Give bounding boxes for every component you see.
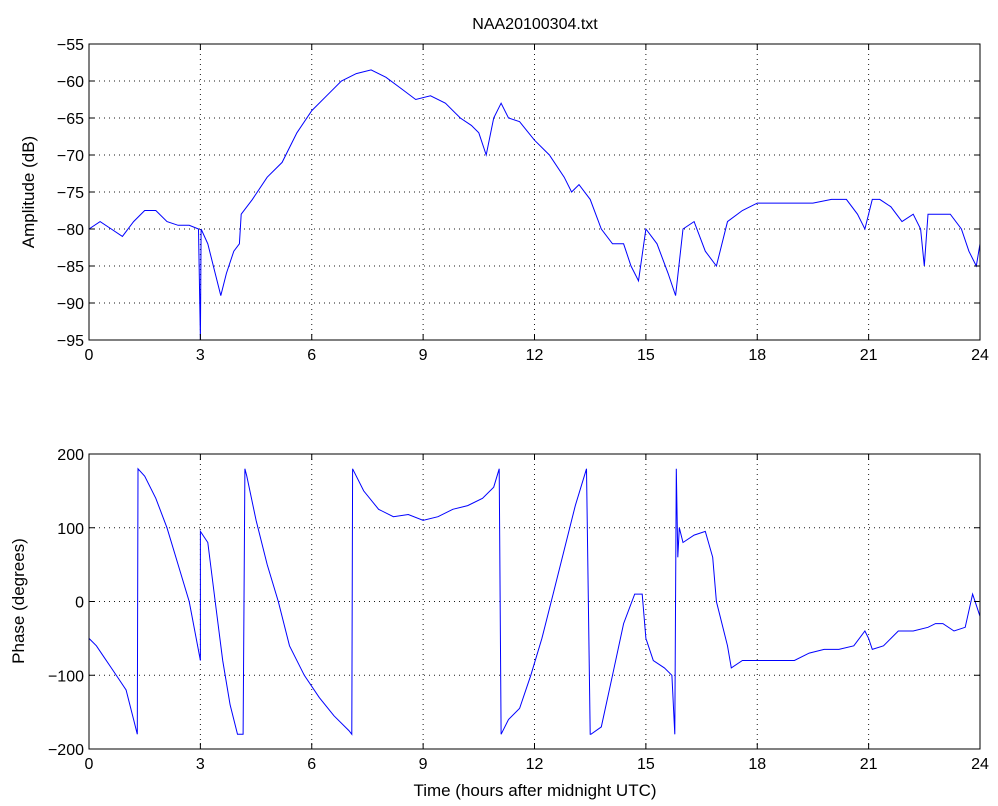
phase-y-tick-label: 200 — [57, 447, 84, 464]
phase-x-tick-label: 21 — [860, 756, 878, 773]
amplitude-series-line — [88, 69, 981, 341]
phase-x-tick-label: 15 — [637, 756, 655, 773]
amplitude-y-tick-label: −85 — [57, 259, 84, 276]
phase-panel: Phase (degrees) Time (hours after midnig… — [9, 447, 989, 800]
phase-series-line — [88, 467, 981, 736]
phase-x-tick-label: 9 — [419, 756, 428, 773]
amplitude-panel: NAA20100304.txt Amplitude (dB) 0 3 6 9 12 15 1… — [19, 16, 989, 364]
phase-y-tick-label: −100 — [48, 668, 84, 685]
amplitude-y-tick-label: −60 — [57, 74, 84, 91]
amplitude-x-tick-label: 24 — [971, 347, 989, 364]
amplitude-x-tick-label: 21 — [860, 347, 878, 364]
phase-x-tick-label: 6 — [307, 756, 316, 773]
chart-title: NAA20100304.txt — [472, 16, 598, 33]
phase-x-tick-label: 12 — [526, 756, 544, 773]
phase-x-tick-label: 18 — [748, 756, 766, 773]
phase-x-tick-label: 24 — [971, 756, 989, 773]
phase-y-tick-label: 100 — [57, 521, 84, 538]
amplitude-x-tick-label: 15 — [637, 347, 655, 364]
amplitude-y-tick-label: −55 — [57, 37, 84, 54]
amplitude-x-tick-label: 6 — [307, 347, 316, 364]
phase-y-tick-label: 0 — [75, 595, 84, 612]
amplitude-x-tick-label: 3 — [196, 347, 205, 364]
amplitude-axis-label: Amplitude (dB) — [19, 136, 38, 248]
amplitude-y-tick-label: −80 — [57, 222, 84, 239]
time-axis-label: Time (hours after midnight UTC) — [413, 781, 656, 800]
phase-y-tick-label: −200 — [48, 742, 84, 759]
amplitude-x-tick-label: 0 — [85, 347, 94, 364]
phase-x-tick-label: 3 — [196, 756, 205, 773]
amplitude-y-tick-label: −90 — [57, 296, 84, 313]
amplitude-x-tick-label: 12 — [526, 347, 544, 364]
amplitude-x-tick-label: 9 — [419, 347, 428, 364]
phase-axis-label: Phase (degrees) — [9, 538, 28, 664]
amplitude-y-tick-label: −95 — [57, 333, 84, 350]
amplitude-y-tick-label: −75 — [57, 185, 84, 202]
amplitude-y-tick-label: −70 — [57, 148, 84, 165]
amplitude-y-tick-label: −65 — [57, 111, 84, 128]
amplitude-x-tick-label: 18 — [748, 347, 766, 364]
phase-x-tick-label: 0 — [85, 756, 94, 773]
